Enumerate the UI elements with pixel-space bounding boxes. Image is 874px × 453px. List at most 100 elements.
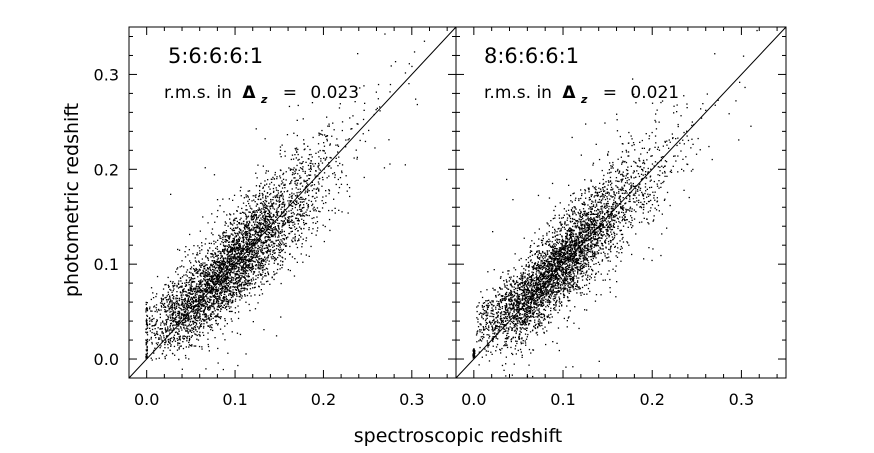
- scatter-point: [562, 261, 564, 263]
- scatter-point: [215, 286, 218, 288]
- scatter-point: [618, 196, 620, 198]
- scatter-point: [222, 258, 225, 261]
- scatter-point: [292, 224, 294, 226]
- scatter-point: [286, 211, 288, 213]
- scatter-point: [187, 289, 190, 292]
- scatter-point: [207, 275, 209, 277]
- scatter-point: [224, 291, 226, 293]
- scatter-point: [561, 243, 563, 245]
- scatter-point: [149, 323, 151, 325]
- scatter-point: [304, 180, 306, 183]
- scatter-point: [212, 317, 214, 319]
- scatter-point: [261, 246, 264, 248]
- scatter-point: [323, 145, 326, 147]
- scatter-point: [186, 302, 188, 304]
- scatter-point: [254, 231, 256, 233]
- scatter-point: [185, 324, 187, 326]
- scatter-point: [223, 273, 225, 275]
- scatter-point: [255, 185, 258, 187]
- scatter-point: [262, 201, 264, 203]
- scatter-point: [315, 152, 317, 154]
- scatter-point: [585, 253, 587, 255]
- scatter-point: [627, 166, 629, 168]
- scatter-point: [207, 274, 209, 276]
- scatter-point: [202, 280, 204, 282]
- scatter-point: [404, 72, 407, 74]
- scatter-point: [623, 207, 625, 209]
- scatter-point: [234, 265, 237, 267]
- scatter-point: [510, 320, 512, 323]
- scatter-point: [262, 222, 264, 224]
- scatter-point: [209, 300, 211, 302]
- scatter-point: [516, 327, 518, 330]
- scatter-point: [199, 313, 201, 315]
- scatter-point: [258, 230, 260, 232]
- scatter-point: [217, 323, 219, 325]
- scatter-point: [169, 340, 172, 342]
- scatter-point: [240, 186, 242, 188]
- scatter-point: [173, 288, 175, 290]
- scatter-point: [298, 158, 300, 161]
- scatter-point: [194, 288, 197, 290]
- scatter-point: [232, 237, 234, 240]
- scatter-point: [207, 222, 209, 224]
- scatter-point: [187, 325, 190, 327]
- scatter-point: [268, 215, 270, 217]
- scatter-point: [285, 245, 287, 247]
- scatter-point: [145, 339, 147, 341]
- scatter-point: [218, 266, 220, 269]
- scatter-point: [260, 274, 262, 276]
- scatter-point: [243, 244, 245, 246]
- scatter-point: [222, 250, 224, 252]
- scatter-point: [514, 298, 516, 300]
- scatter-point: [268, 249, 270, 251]
- scatter-point: [271, 235, 274, 237]
- scatter-point: [207, 308, 209, 311]
- scatter-point: [230, 296, 233, 299]
- scatter-point: [311, 184, 313, 186]
- scatter-point: [204, 313, 206, 315]
- scatter-point: [248, 224, 250, 226]
- scatter-point: [197, 305, 199, 308]
- scatter-point: [254, 226, 257, 229]
- scatter-point: [246, 264, 248, 266]
- scatter-point: [204, 243, 206, 245]
- scatter-point: [230, 245, 232, 248]
- scatter-point: [275, 233, 277, 235]
- scatter-point: [243, 256, 245, 258]
- scatter-point: [316, 207, 319, 209]
- scatter-point: [276, 272, 278, 274]
- scatter-point: [288, 196, 290, 199]
- scatter-point: [193, 287, 195, 289]
- scatter-point: [146, 342, 148, 344]
- scatter-point: [151, 359, 153, 361]
- scatter-point: [496, 313, 498, 315]
- scatter-point: [237, 247, 239, 249]
- scatter-point: [236, 224, 238, 226]
- scatter-point: [276, 211, 278, 213]
- scatter-point: [312, 222, 314, 224]
- scatter-point: [278, 227, 280, 229]
- scatter-point: [203, 334, 205, 336]
- scatter-point: [243, 270, 245, 272]
- scatter-point: [268, 245, 270, 247]
- scatter-point: [279, 153, 281, 155]
- scatter-point: [214, 273, 216, 275]
- scatter-point: [374, 147, 376, 149]
- scatter-point: [244, 227, 246, 229]
- scatter-point: [155, 295, 157, 298]
- scatter-point: [257, 261, 259, 263]
- scatter-point: [235, 271, 237, 273]
- scatter-point: [267, 233, 269, 236]
- scatter-point: [241, 290, 243, 292]
- scatter-point: [271, 258, 273, 260]
- scatter-point: [252, 265, 254, 267]
- scatter-point: [553, 307, 555, 310]
- scatter-point: [233, 249, 235, 251]
- scatter-point: [303, 206, 305, 209]
- scatter-point: [304, 148, 306, 150]
- scatter-point: [234, 300, 237, 302]
- scatter-point: [231, 246, 234, 249]
- scatter-point: [246, 275, 248, 277]
- scatter-point: [172, 325, 174, 327]
